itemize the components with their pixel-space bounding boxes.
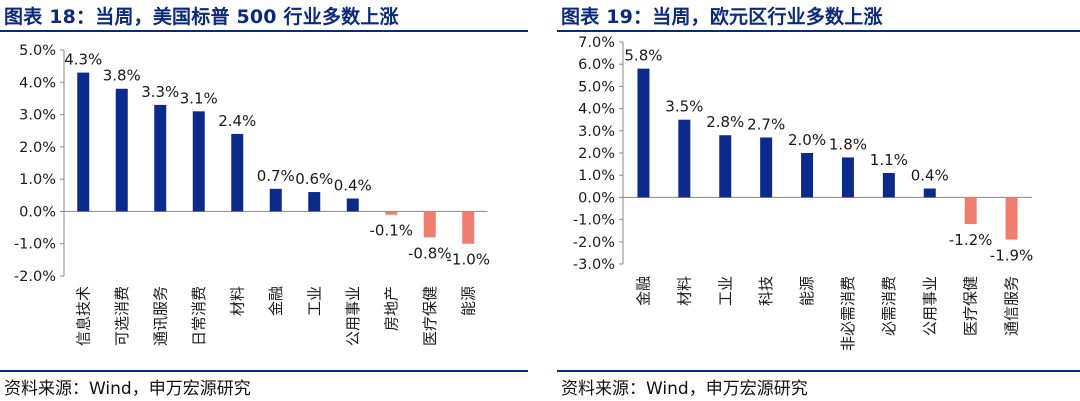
bar <box>923 188 936 198</box>
y-tick-label: 2.0% <box>578 146 615 162</box>
x-tick-label: 必需消费 <box>880 276 898 336</box>
bar <box>964 197 977 225</box>
x-tick-label: 金融 <box>267 286 285 316</box>
bar <box>637 68 650 198</box>
source-note: 资料来源：Wind，申万宏源研究 <box>561 379 808 399</box>
y-tick-label: 5.0% <box>578 79 615 95</box>
x-tick-label: 公用事业 <box>344 286 362 346</box>
data-label: 2.7% <box>747 115 785 133</box>
y-tick-label: 1.0% <box>578 168 615 184</box>
bar-chart-sp500-sectors: 5.0% 4.0% 3.0% 2.0% 1.0% 0.0% -1.0% -2.0% 4.3% 信息… <box>14 43 490 346</box>
x-tick-label: 日常消费 <box>190 286 208 346</box>
y-tick-label: -1.0% <box>573 213 615 229</box>
data-label: 0.6% <box>295 170 333 188</box>
chart-panel-left: 图表 18：当周，美国标普 500 行业多数上涨 5.0% 4.0% 3.0% 2.0… <box>0 0 528 401</box>
y-tick-label: 0.0% <box>19 204 56 220</box>
bar <box>801 153 814 198</box>
data-label: 0.4% <box>334 177 372 195</box>
y-tick-label: 3.0% <box>578 124 615 140</box>
data-label: -1.2% <box>949 231 993 249</box>
bar-chart-eurozone-sectors: 7.0% 6.0% 5.0% 4.0% 3.0% 2.0% 1.0% 0.0% -1.0% -2.… <box>573 35 1034 351</box>
x-tick-label: 非必需消费 <box>839 276 857 351</box>
title-underline <box>0 30 528 32</box>
y-tick-label: 5.0% <box>19 43 56 59</box>
data-label: 3.3% <box>141 83 179 101</box>
x-tick-label: 材料 <box>228 286 246 316</box>
data-label: 0.4% <box>911 167 949 185</box>
data-label: 4.3% <box>64 51 102 69</box>
y-tick-label: 4.0% <box>19 75 56 91</box>
chart-title: 图表 18：当周，美国标普 500 行业多数上涨 <box>4 6 399 28</box>
data-label: 1.8% <box>829 135 867 153</box>
data-label: 5.8% <box>624 47 662 65</box>
source-divider <box>0 370 528 372</box>
data-label: -0.8% <box>408 244 452 262</box>
bar <box>719 135 732 198</box>
y-tick-label: 7.0% <box>578 35 615 51</box>
x-tick-label: 工业 <box>305 286 323 316</box>
title-underline <box>557 30 1080 32</box>
y-tick-label: -3.0% <box>573 257 615 273</box>
y-tick-label: 2.0% <box>19 140 56 156</box>
y-tick-label: 1.0% <box>19 172 56 188</box>
x-tick-label: 能源 <box>459 286 477 316</box>
data-label: -1.0% <box>446 251 490 269</box>
chart-title: 图表 19：当周，欧元区行业多数上涨 <box>561 6 883 28</box>
x-tick-label: 材料 <box>675 276 693 306</box>
y-tick-label: -2.0% <box>14 269 56 285</box>
data-label: 2.8% <box>706 113 744 131</box>
x-tick-label: 通讯服务 <box>151 286 169 346</box>
x-tick-label: 医疗保健 <box>962 276 980 336</box>
x-tick-label: 公用事业 <box>921 276 939 336</box>
bar <box>308 192 321 212</box>
y-tick-label: 3.0% <box>19 108 56 124</box>
data-label: 1.1% <box>870 151 908 169</box>
x-tick-label: 能源 <box>798 276 816 306</box>
bar <box>154 104 167 212</box>
y-tick-label: -2.0% <box>573 235 615 251</box>
bar <box>678 119 691 198</box>
data-label: 2.0% <box>788 131 826 149</box>
bar <box>231 133 244 212</box>
x-tick-label: 金融 <box>634 276 652 306</box>
bar <box>192 111 205 212</box>
bar <box>346 198 359 212</box>
x-tick-label: 医疗保健 <box>421 286 439 346</box>
y-tick-label: 6.0% <box>578 57 615 73</box>
data-label: 2.4% <box>218 112 256 130</box>
source-divider <box>557 370 1080 372</box>
x-tick-label: 工业 <box>716 276 734 306</box>
bar <box>385 211 398 215</box>
chart-panel-right: 图表 19：当周，欧元区行业多数上涨 7.0% 6.0% 5.0% 4.0% 3.0% 2… <box>557 0 1080 401</box>
bar <box>882 172 895 198</box>
x-tick-label: 信息技术 <box>74 286 92 346</box>
bar <box>423 211 436 238</box>
x-tick-label: 房地产 <box>382 286 400 331</box>
data-label: 3.5% <box>665 98 703 116</box>
y-tick-label: -1.0% <box>14 237 56 253</box>
x-tick-label: 通信服务 <box>1003 276 1021 336</box>
data-label: 0.7% <box>257 167 295 185</box>
data-label: 3.8% <box>103 67 141 85</box>
data-label: -0.1% <box>369 222 413 240</box>
bar <box>77 72 90 212</box>
x-tick-label: 可选消费 <box>113 286 131 346</box>
bar <box>115 88 128 212</box>
data-label: 3.1% <box>180 89 218 107</box>
bar <box>269 188 282 212</box>
data-label: -1.9% <box>990 247 1034 265</box>
x-tick-label: 科技 <box>757 276 775 306</box>
bar <box>841 157 854 198</box>
bar <box>760 137 773 198</box>
bar <box>462 211 475 244</box>
source-note: 资料来源：Wind，申万宏源研究 <box>4 379 251 399</box>
y-tick-label: 4.0% <box>578 102 615 118</box>
bar <box>1005 197 1018 240</box>
y-tick-label: 0.0% <box>578 190 615 206</box>
